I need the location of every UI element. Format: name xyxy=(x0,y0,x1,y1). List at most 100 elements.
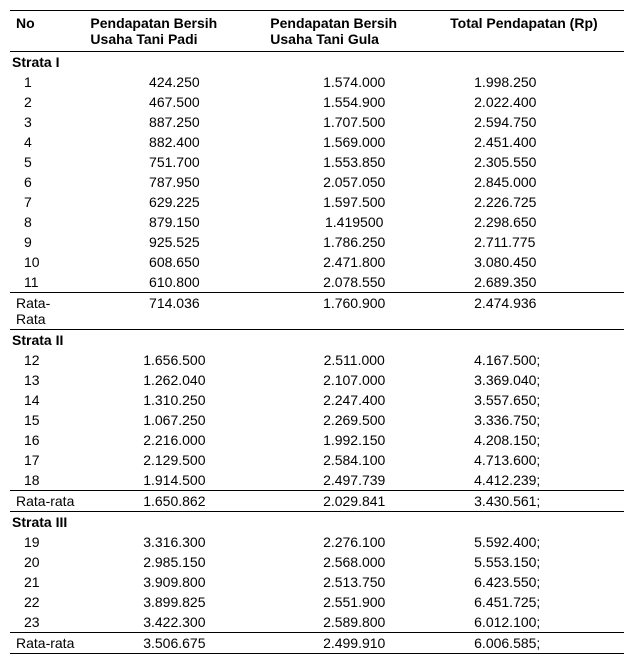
income-table: No Pendapatan Bersih Usaha Tani Padi Pen… xyxy=(10,10,624,654)
row-gula: 1.992.150 xyxy=(264,430,444,450)
row-no: 21 xyxy=(10,572,84,592)
row-no: 14 xyxy=(10,390,84,410)
avg-total: 2.474.936 xyxy=(444,293,624,330)
row-gula: 2.584.100 xyxy=(264,450,444,470)
avg-gula: 1.760.900 xyxy=(264,293,444,330)
row-total: 2.451.400 xyxy=(444,132,624,152)
row-total: 6.451.725; xyxy=(444,592,624,612)
row-padi: 879.150 xyxy=(84,212,264,232)
row-total: 3.557.650; xyxy=(444,390,624,410)
row-no: 12 xyxy=(10,350,84,370)
row-padi: 1.262.040 xyxy=(84,370,264,390)
row-total: 2.711.775 xyxy=(444,232,624,252)
table-row: 141.310.2502.247.4003.557.650; xyxy=(10,390,624,410)
table-row: 181.914.5002.497.7394.412.239; xyxy=(10,470,624,491)
row-no: 7 xyxy=(10,192,84,212)
row-no: 20 xyxy=(10,552,84,572)
strata-label: Strata I xyxy=(10,52,624,73)
row-padi: 467.500 xyxy=(84,92,264,112)
row-padi: 925.525 xyxy=(84,232,264,252)
row-total: 6.012.100; xyxy=(444,612,624,633)
row-total: 2.305.550 xyxy=(444,152,624,172)
row-gula: 2.247.400 xyxy=(264,390,444,410)
table-row: 11610.8002.078.5502.689.350 xyxy=(10,272,624,293)
avg-gula: 2.029.841 xyxy=(264,491,444,512)
average-row: Rata-rata1.650.8622.029.8413.430.561; xyxy=(10,491,624,512)
row-gula: 2.107.000 xyxy=(264,370,444,390)
table-row: 131.262.0402.107.0003.369.040; xyxy=(10,370,624,390)
avg-padi: 714.036 xyxy=(84,293,264,330)
row-total: 3.369.040; xyxy=(444,370,624,390)
row-total: 2.298.650 xyxy=(444,212,624,232)
row-gula: 1.786.250 xyxy=(264,232,444,252)
table-row: 8879.1501.4195002.298.650 xyxy=(10,212,624,232)
table-row: 5751.7001.553.8502.305.550 xyxy=(10,152,624,172)
row-padi: 3.316.300 xyxy=(84,532,264,552)
row-gula: 2.589.800 xyxy=(264,612,444,633)
table-row: 1424.2501.574.0001.998.250 xyxy=(10,72,624,92)
row-total: 5.592.400; xyxy=(444,532,624,552)
table-row: 10608.6502.471.8003.080.450 xyxy=(10,252,624,272)
table-row: 4882.4001.569.0002.451.400 xyxy=(10,132,624,152)
row-gula: 2.513.750 xyxy=(264,572,444,592)
row-padi: 787.950 xyxy=(84,172,264,192)
row-no: 18 xyxy=(10,470,84,491)
average-row: Rata-Rata714.0361.760.9002.474.936 xyxy=(10,293,624,330)
row-padi: 2.129.500 xyxy=(84,450,264,470)
avg-gula: 2.499.910 xyxy=(264,633,444,654)
row-no: 22 xyxy=(10,592,84,612)
row-gula: 2.497.739 xyxy=(264,470,444,491)
row-padi: 610.800 xyxy=(84,272,264,293)
row-gula: 1.574.000 xyxy=(264,72,444,92)
row-total: 4.412.239; xyxy=(444,470,624,491)
row-total: 4.713.600; xyxy=(444,450,624,470)
row-padi: 3.422.300 xyxy=(84,612,264,633)
table-row: 223.899.8252.551.9006.451.725; xyxy=(10,592,624,612)
row-gula: 1.597.500 xyxy=(264,192,444,212)
table-row: 162.216.0001.992.1504.208.150; xyxy=(10,430,624,450)
row-no: 4 xyxy=(10,132,84,152)
avg-label: Rata-rata xyxy=(10,633,84,654)
row-total: 1.998.250 xyxy=(444,72,624,92)
row-padi: 751.700 xyxy=(84,152,264,172)
row-padi: 608.650 xyxy=(84,252,264,272)
row-total: 2.022.400 xyxy=(444,92,624,112)
table-row: 6787.9502.057.0502.845.000 xyxy=(10,172,624,192)
row-no: 16 xyxy=(10,430,84,450)
row-no: 15 xyxy=(10,410,84,430)
row-padi: 3.909.800 xyxy=(84,572,264,592)
row-gula: 2.269.500 xyxy=(264,410,444,430)
row-no: 11 xyxy=(10,272,84,293)
header-total: Total Pendapatan (Rp) xyxy=(444,11,624,52)
row-total: 3.336.750; xyxy=(444,410,624,430)
average-row: Rata-rata3.506.6752.499.9106.006.585; xyxy=(10,633,624,654)
row-padi: 882.400 xyxy=(84,132,264,152)
table-row: 213.909.8002.513.7506.423.550; xyxy=(10,572,624,592)
row-padi: 3.899.825 xyxy=(84,592,264,612)
table-row: 233.422.3002.589.8006.012.100; xyxy=(10,612,624,633)
row-no: 3 xyxy=(10,112,84,132)
avg-total: 6.006.585; xyxy=(444,633,624,654)
row-no: 10 xyxy=(10,252,84,272)
table-row: 193.316.3002.276.1005.592.400; xyxy=(10,532,624,552)
table-row: 121.656.5002.511.0004.167.500; xyxy=(10,350,624,370)
row-total: 4.167.500; xyxy=(444,350,624,370)
table-row: 7629.2251.597.5002.226.725 xyxy=(10,192,624,212)
row-gula: 1.419500 xyxy=(264,212,444,232)
row-gula: 2.568.000 xyxy=(264,552,444,572)
row-padi: 2.216.000 xyxy=(84,430,264,450)
row-gula: 2.511.000 xyxy=(264,350,444,370)
avg-total: 3.430.561; xyxy=(444,491,624,512)
row-gula: 2.057.050 xyxy=(264,172,444,192)
header-gula: Pendapatan Bersih Usaha Tani Gula xyxy=(264,11,444,52)
row-padi: 887.250 xyxy=(84,112,264,132)
row-no: 19 xyxy=(10,532,84,552)
row-no: 1 xyxy=(10,72,84,92)
table-row: 9925.5251.786.2502.711.775 xyxy=(10,232,624,252)
table-row: 2467.5001.554.9002.022.400 xyxy=(10,92,624,112)
row-padi: 1.067.250 xyxy=(84,410,264,430)
row-gula: 1.569.000 xyxy=(264,132,444,152)
strata-label: Strata III xyxy=(10,512,624,533)
row-padi: 2.985.150 xyxy=(84,552,264,572)
row-total: 2.845.000 xyxy=(444,172,624,192)
